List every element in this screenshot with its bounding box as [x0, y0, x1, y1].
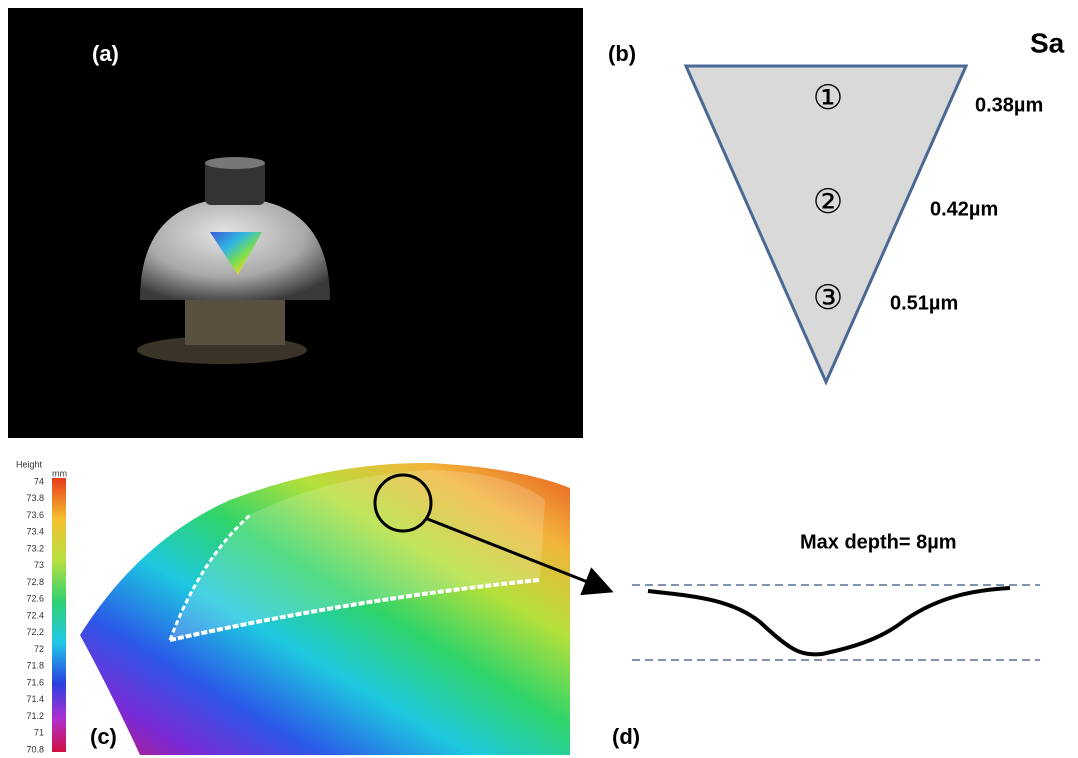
colorbar-label: 73.4: [26, 527, 44, 537]
panel-label: (d): [612, 724, 640, 749]
sa-value: 0.51µm: [890, 292, 958, 314]
depth-profile: [648, 588, 1010, 654]
colorbar-label: 72.6: [26, 594, 44, 604]
colorbar-label: 71.2: [26, 711, 44, 721]
colorbar-label: 73: [34, 560, 44, 570]
pedestal: [185, 300, 285, 345]
colorbar-label: 73.6: [26, 510, 44, 520]
sa-value: 0.42µm: [930, 198, 998, 220]
panel-label: (a): [92, 41, 119, 66]
colorbar-label: 70.8: [26, 744, 44, 754]
colorbar-label: 71.4: [26, 694, 44, 704]
panel-label: (b): [608, 41, 636, 66]
sa-value: 0.38µm: [975, 94, 1043, 116]
panel-a: (a): [8, 8, 583, 438]
region-marker: ③: [813, 279, 843, 317]
colorbar-title: Height: [16, 459, 43, 469]
annotation: Max depth= 8µm: [800, 531, 957, 553]
colorbar-label: 72.8: [26, 577, 44, 587]
colorbar-label: 73.8: [26, 493, 44, 503]
figure: (a) (b) Sa Height mm (c) Max depth= 8µm …: [0, 0, 1078, 758]
panel-c: Height mm (c): [16, 459, 608, 755]
colorbar-label: 74: [34, 476, 44, 486]
region-marker: ②: [813, 183, 843, 221]
colorbar-label: 71.8: [26, 661, 44, 671]
stem-top: [205, 157, 265, 169]
colorbar-label: 71.6: [26, 677, 44, 687]
region-marker: ①: [813, 79, 843, 117]
panel-label: (c): [90, 724, 117, 749]
colorbar-label: 71: [34, 728, 44, 738]
colorbar: [52, 478, 66, 752]
colorbar-unit: mm: [52, 468, 67, 478]
colorbar-label: 73.2: [26, 543, 44, 553]
heading: Sa: [1030, 27, 1065, 58]
colorbar-label: 72.4: [26, 610, 44, 620]
panel-d: Max depth= 8µm (d): [612, 531, 1040, 749]
colorbar-label: 72.2: [26, 627, 44, 637]
colorbar-label: 72: [34, 644, 44, 654]
